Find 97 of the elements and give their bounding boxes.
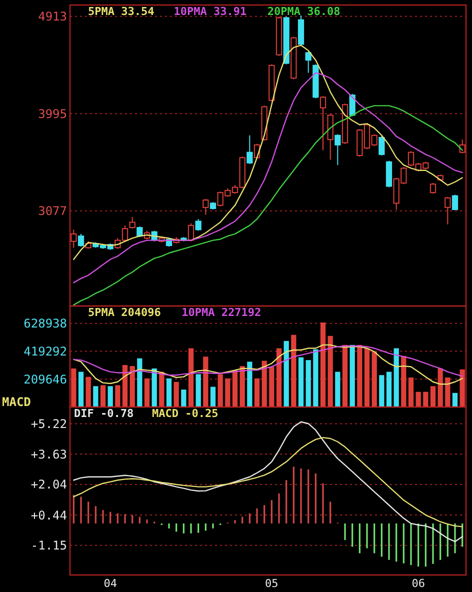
y-tick-label: 4913 xyxy=(38,10,67,24)
bar xyxy=(386,372,392,407)
bar xyxy=(408,377,414,407)
bar xyxy=(144,378,150,407)
text: 10PMA 227192 xyxy=(182,306,262,319)
line-series xyxy=(73,436,463,528)
bar xyxy=(394,348,399,407)
bar xyxy=(225,378,230,407)
bar xyxy=(196,374,201,407)
bar xyxy=(203,356,208,407)
x-tick-label: 06 xyxy=(412,577,425,590)
candlestick xyxy=(246,134,253,164)
text: 5PMA 33.54 xyxy=(88,5,155,18)
bar xyxy=(247,362,252,407)
bar xyxy=(218,374,223,407)
text: 20PMA 36.08 xyxy=(267,5,340,18)
bar xyxy=(181,390,186,407)
bar xyxy=(166,378,172,407)
bar xyxy=(291,334,296,407)
y-tick-label: +5.22 xyxy=(30,417,67,431)
bar xyxy=(460,369,465,407)
y-tick-label: -1.15 xyxy=(30,538,67,553)
bar xyxy=(379,375,384,407)
y-tick-label: 209646 xyxy=(24,372,67,386)
y-tick-label: +0.44 xyxy=(30,508,67,522)
text: MACD -0.25 xyxy=(152,407,218,420)
bar xyxy=(430,386,436,407)
candlestick xyxy=(444,196,451,225)
bar xyxy=(298,357,304,407)
bar xyxy=(137,358,142,407)
bar xyxy=(254,378,260,407)
y-tick-label: +2.04 xyxy=(30,478,67,492)
bar xyxy=(423,392,428,407)
bar xyxy=(350,344,355,407)
x-tick-label: 05 xyxy=(265,577,278,590)
y-tick-label: 3995 xyxy=(38,106,67,121)
bar xyxy=(276,348,282,407)
line-series xyxy=(73,44,463,260)
bar xyxy=(445,377,450,407)
bar xyxy=(335,372,340,407)
candlestick xyxy=(70,229,77,248)
bar xyxy=(438,368,443,407)
candlestick xyxy=(378,136,385,156)
candlestick xyxy=(459,139,466,154)
candlestick xyxy=(195,218,202,232)
y-tick-label: +3.63 xyxy=(30,447,67,462)
candlestick xyxy=(78,233,84,248)
line-series xyxy=(73,421,463,542)
chart-title: MACD xyxy=(2,395,31,409)
y-tick-label: 3077 xyxy=(38,204,67,218)
bar xyxy=(152,368,157,407)
bar xyxy=(313,349,318,407)
line-series xyxy=(73,344,463,385)
candlestick xyxy=(430,182,436,194)
bar xyxy=(364,348,370,407)
bar xyxy=(284,340,289,407)
text: DIF -0.78 xyxy=(74,407,134,420)
candlestick xyxy=(188,222,194,242)
bar xyxy=(269,366,274,407)
bar xyxy=(401,356,406,407)
bar xyxy=(342,344,348,407)
y-tick-label: 628938 xyxy=(24,316,67,331)
bar xyxy=(262,360,267,407)
bar xyxy=(86,376,91,407)
bar xyxy=(240,366,245,407)
candlestick xyxy=(320,96,326,151)
line-series xyxy=(73,72,463,284)
bar xyxy=(78,372,84,407)
candlestick xyxy=(129,216,136,230)
bar xyxy=(372,352,377,407)
bar xyxy=(210,386,216,407)
bar xyxy=(320,322,326,407)
bar xyxy=(188,348,194,407)
bar xyxy=(416,392,421,407)
bar xyxy=(174,382,179,407)
candlestick xyxy=(305,51,312,74)
bar xyxy=(130,366,135,407)
text: 5PMA 204096 xyxy=(88,306,162,319)
bar xyxy=(232,370,238,407)
bar xyxy=(100,385,106,407)
candlestick xyxy=(202,198,209,216)
bar xyxy=(108,386,113,407)
line-series xyxy=(73,345,463,377)
text: 10PMA 33.91 xyxy=(174,5,248,18)
bar xyxy=(452,392,458,407)
bar xyxy=(306,360,311,407)
bar xyxy=(122,365,128,407)
bar xyxy=(93,386,98,407)
candlestick xyxy=(452,194,458,210)
candlestick xyxy=(334,134,341,166)
bar xyxy=(357,344,362,407)
candlestick xyxy=(136,226,143,238)
bar xyxy=(71,368,76,407)
y-tick-label: 419292 xyxy=(24,344,67,358)
bar xyxy=(328,336,333,407)
bar xyxy=(115,385,120,407)
x-tick-label: 04 xyxy=(104,577,118,590)
